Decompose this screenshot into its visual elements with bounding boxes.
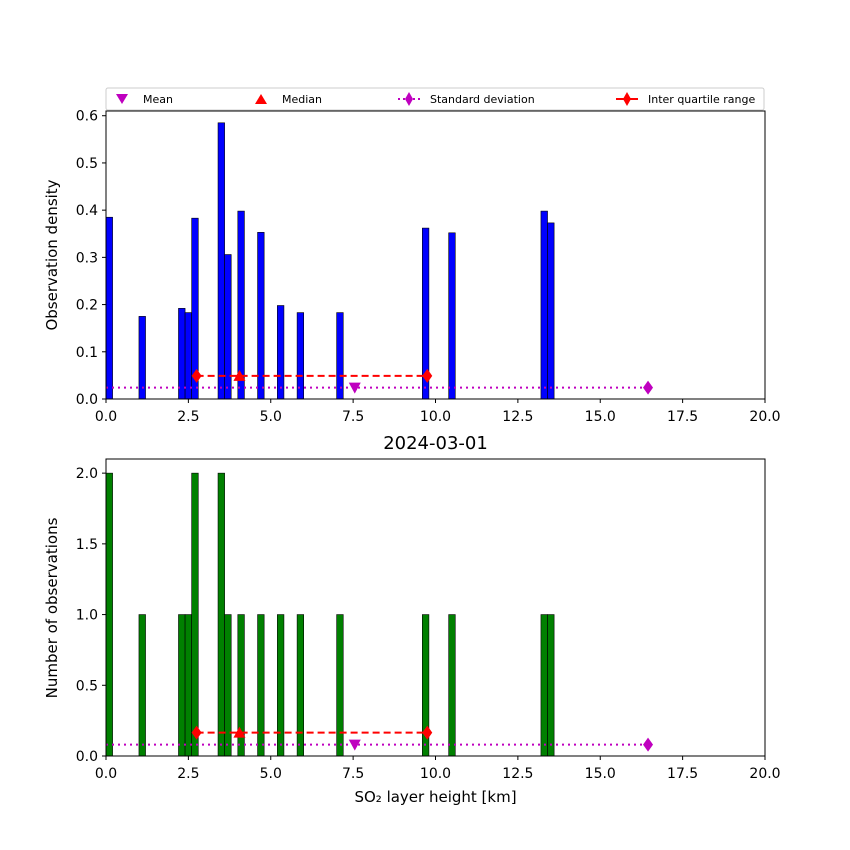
iqr-marker bbox=[191, 368, 202, 383]
triangle-up-icon bbox=[255, 94, 267, 104]
x-tick-label: 12.5 bbox=[502, 766, 533, 782]
bar bbox=[178, 308, 186, 400]
bar bbox=[540, 210, 548, 400]
count-chart-xlabel: SO₂ layer height [km] bbox=[354, 788, 516, 806]
bar bbox=[448, 232, 456, 400]
count-chart-frame bbox=[105, 458, 766, 757]
y-tick-label: 0.0 bbox=[76, 392, 98, 408]
y-tick-label: 0.4 bbox=[76, 203, 98, 219]
y-tick-label: 0.3 bbox=[76, 250, 98, 266]
bar bbox=[184, 312, 192, 400]
density-chart-frame bbox=[105, 110, 766, 400]
count-chart-marks bbox=[105, 472, 654, 757]
x-tick-label: 0.0 bbox=[95, 766, 117, 782]
iqr-marker bbox=[422, 368, 433, 383]
y-tick-label: 0.5 bbox=[76, 678, 98, 694]
bar bbox=[224, 254, 232, 400]
x-tick-label: 7.5 bbox=[342, 409, 364, 425]
count-chart-title: 2024-03-01 bbox=[383, 433, 488, 454]
x-tick-label: 2.5 bbox=[177, 409, 199, 425]
legend-item-iqr: Inter quartile range bbox=[616, 92, 755, 106]
count-chart-ylabel: Number of observations bbox=[43, 517, 61, 698]
x-tick-label: 0.0 bbox=[95, 409, 117, 425]
density-chart-ticks: 0.0 2.5 5.0 7.5 10.0 12.5 15.0 17.5 20.0 0.0 0.1 0.… bbox=[76, 109, 781, 425]
legend-item-median: Median bbox=[255, 93, 322, 106]
y-tick-label: 0.2 bbox=[76, 298, 98, 314]
triangle-down-icon bbox=[116, 94, 128, 104]
density-chart-marks bbox=[105, 122, 654, 400]
bar bbox=[237, 210, 245, 400]
x-tick-label: 17.5 bbox=[667, 766, 698, 782]
bar bbox=[257, 614, 265, 757]
bar bbox=[296, 614, 304, 757]
x-tick-label: 7.5 bbox=[342, 766, 364, 782]
x-tick-label: 2.5 bbox=[177, 766, 199, 782]
std-deviation-marker bbox=[643, 737, 654, 752]
x-tick-label: 20.0 bbox=[749, 766, 780, 782]
y-tick-label: 1.5 bbox=[76, 537, 98, 553]
density-chart-ylabel: Observation density bbox=[43, 179, 61, 330]
legend-label-iqr: Inter quartile range bbox=[648, 93, 755, 106]
bar bbox=[296, 312, 304, 400]
legend-label-median: Median bbox=[282, 93, 322, 106]
density-chart: 0.0 2.5 5.0 7.5 10.0 12.5 15.0 17.5 20.0 0.0 0.1 0.… bbox=[43, 109, 781, 425]
legend-label-std: Standard deviation bbox=[430, 93, 535, 106]
median-marker bbox=[233, 369, 246, 381]
diamond-icon bbox=[623, 92, 631, 106]
legend-frame bbox=[105, 87, 765, 111]
legend-item-std: Standard deviation bbox=[398, 92, 535, 106]
y-tick-label: 0.5 bbox=[76, 156, 98, 172]
bar bbox=[547, 614, 555, 757]
std-deviation-marker bbox=[643, 380, 654, 395]
x-tick-label: 5.0 bbox=[260, 766, 282, 782]
y-tick-label: 1.0 bbox=[76, 608, 98, 624]
x-tick-label: 15.0 bbox=[585, 409, 616, 425]
iqr-marker bbox=[422, 725, 433, 740]
bar bbox=[184, 614, 192, 757]
mean-marker bbox=[348, 382, 361, 394]
x-tick-label: 10.0 bbox=[420, 766, 451, 782]
bar bbox=[138, 614, 146, 757]
x-tick-label: 5.0 bbox=[260, 409, 282, 425]
diamond-icon bbox=[405, 92, 413, 106]
median-marker bbox=[233, 726, 246, 738]
bar bbox=[336, 312, 344, 400]
bar bbox=[277, 614, 285, 757]
bar bbox=[191, 472, 199, 757]
bar bbox=[540, 614, 548, 757]
bar bbox=[217, 122, 225, 400]
y-tick-label: 2.0 bbox=[76, 466, 98, 482]
x-tick-label: 17.5 bbox=[667, 409, 698, 425]
mean-marker bbox=[348, 739, 361, 751]
bar bbox=[257, 232, 265, 400]
bar bbox=[448, 614, 456, 757]
bar bbox=[105, 472, 113, 757]
bar bbox=[224, 614, 232, 757]
count-chart: 0.0 2.5 5.0 7.5 10.0 12.5 15.0 17.5 20.0 0.0 0.5 1.… bbox=[43, 433, 781, 806]
legend: Mean Median Standard deviation Inter qua… bbox=[105, 87, 765, 111]
bar bbox=[178, 614, 186, 757]
bar bbox=[547, 222, 555, 400]
x-tick-label: 20.0 bbox=[749, 409, 780, 425]
bar bbox=[217, 472, 225, 757]
y-tick-label: 0.1 bbox=[76, 345, 98, 361]
bar bbox=[105, 216, 113, 400]
bar bbox=[138, 316, 146, 400]
bar bbox=[336, 614, 344, 757]
bar bbox=[277, 305, 285, 400]
x-tick-label: 10.0 bbox=[420, 409, 451, 425]
legend-item-mean: Mean bbox=[116, 93, 173, 106]
x-tick-label: 15.0 bbox=[585, 766, 616, 782]
y-tick-label: 0.0 bbox=[76, 749, 98, 765]
count-chart-ticks: 0.0 2.5 5.0 7.5 10.0 12.5 15.0 17.5 20.0 0.0 0.5 1.… bbox=[76, 466, 781, 782]
iqr-marker bbox=[191, 725, 202, 740]
legend-label-mean: Mean bbox=[143, 93, 173, 106]
y-tick-label: 0.6 bbox=[76, 109, 98, 125]
x-tick-label: 12.5 bbox=[502, 409, 533, 425]
